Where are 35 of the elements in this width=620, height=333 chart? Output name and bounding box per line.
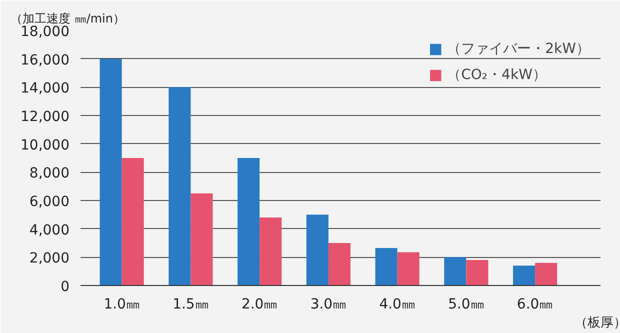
bar [306,214,328,286]
x-tick-label: 1.5㎜ [172,296,209,312]
bar [375,248,398,286]
bar [535,262,558,286]
bar [397,252,420,286]
y-axis-title: （加工速度 ㎜/min） [10,12,125,26]
bar [190,193,213,286]
y-tick-label: 16,000 [20,52,70,68]
bar [513,266,536,286]
x-tick-label: 1.0㎜ [104,296,140,312]
bar [466,260,488,286]
bar [444,257,466,286]
y-tick-label: 4,000 [29,222,70,238]
legend-label: （CO₂・4kW） [447,66,546,84]
y-tick-label: 8,000 [29,166,70,182]
bar [260,218,282,286]
x-tick-label: 4.0㎜ [379,296,416,312]
x-tick-label: 6.0㎜ [516,296,554,312]
x-tick-label: 2.0㎜ [241,296,278,312]
y-tick-label: 6,000 [29,194,70,210]
bar [328,243,350,286]
y-tick-label: 14,000 [20,80,70,97]
y-tick-label: 2,000 [29,250,70,267]
y-tick-label: 12,000 [20,109,70,125]
bar [122,158,144,286]
bar [238,158,260,286]
y-tick-label: 10,000 [20,137,70,154]
y-tick-label: 18,000 [20,24,70,40]
y-tick-label: 0 [60,279,70,295]
legend-label: （ファイバー・2kW） [447,40,590,58]
x-tick-label: 5.0㎜ [448,296,484,312]
bar [100,58,122,286]
x-tick-label: 3.0㎜ [310,296,347,312]
x-axis-title: （板厚） [574,316,620,330]
bar [168,87,191,286]
